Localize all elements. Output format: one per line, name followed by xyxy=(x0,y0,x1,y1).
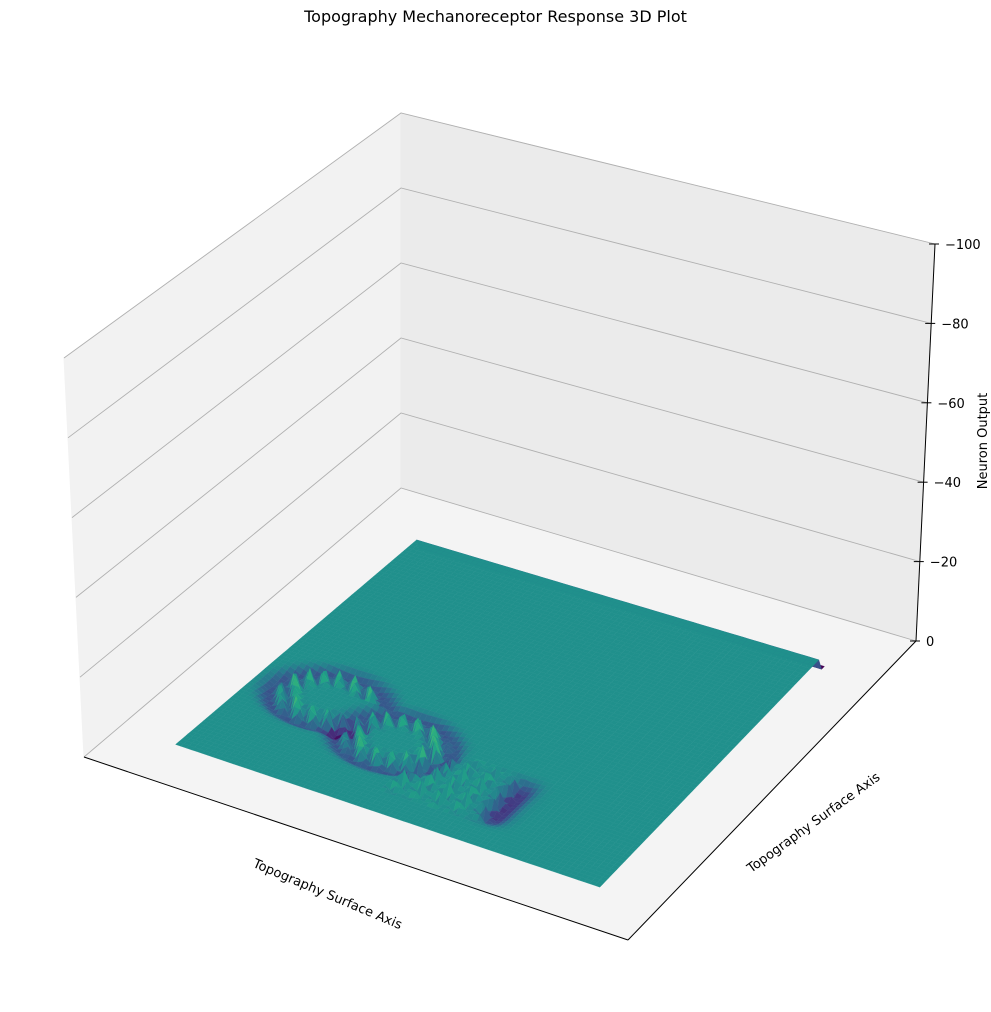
gridline-z-40 xyxy=(75,337,924,598)
chart-title: Topography Mechanoreceptor Response 3D P… xyxy=(304,7,687,26)
gridline-z-100 xyxy=(63,112,936,359)
z-gridlines xyxy=(63,112,936,758)
gridline-z-60 xyxy=(71,262,928,518)
gridline-z-20 xyxy=(79,412,920,678)
gridline-z-0 xyxy=(83,487,917,758)
surface-plot xyxy=(175,539,825,888)
gridline-z-80 xyxy=(67,187,932,439)
